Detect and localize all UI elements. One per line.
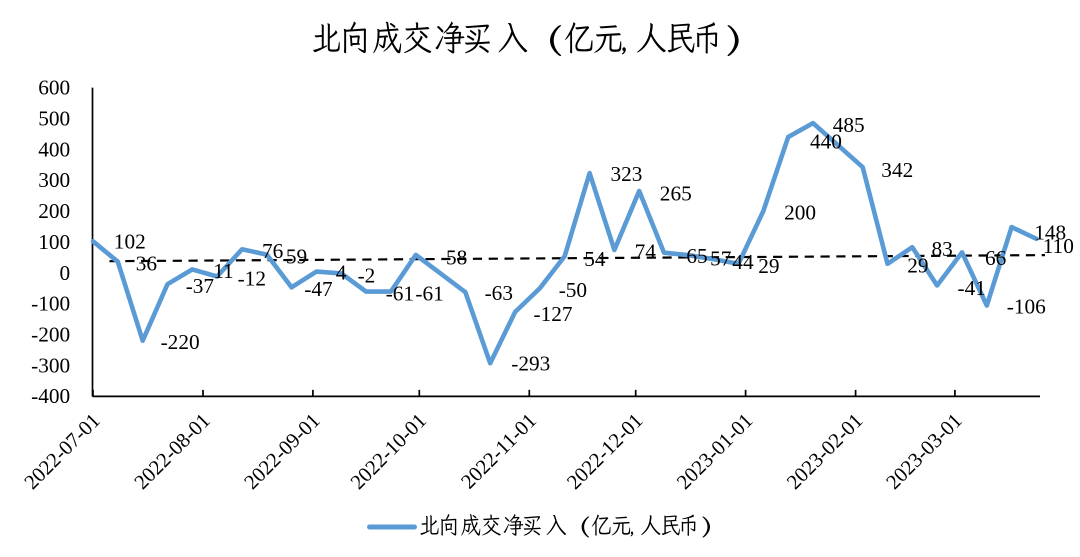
svg-text:110: 110 bbox=[1043, 234, 1074, 258]
svg-text:59: 59 bbox=[286, 244, 307, 268]
svg-text:44: 44 bbox=[732, 250, 754, 274]
svg-text:65: 65 bbox=[686, 244, 707, 268]
svg-text:-293: -293 bbox=[511, 352, 550, 376]
svg-text:300: 300 bbox=[38, 168, 70, 192]
svg-text:342: 342 bbox=[881, 158, 913, 182]
svg-text:600: 600 bbox=[38, 76, 70, 100]
svg-text:-12: -12 bbox=[238, 267, 266, 291]
svg-text:54: 54 bbox=[584, 247, 606, 271]
svg-text:-100: -100 bbox=[31, 292, 70, 316]
svg-text:57: 57 bbox=[710, 246, 732, 270]
svg-text:500: 500 bbox=[38, 106, 70, 130]
svg-text:100: 100 bbox=[38, 230, 70, 254]
svg-text:-127: -127 bbox=[534, 302, 573, 326]
svg-text:440: 440 bbox=[810, 129, 842, 153]
svg-text:66: 66 bbox=[985, 246, 1007, 270]
svg-text:-41: -41 bbox=[958, 276, 986, 300]
svg-text:-47: -47 bbox=[304, 277, 333, 301]
svg-text:-2: -2 bbox=[358, 264, 376, 288]
svg-text:323: 323 bbox=[611, 162, 643, 186]
svg-text:200: 200 bbox=[784, 201, 816, 225]
svg-text:102: 102 bbox=[114, 230, 146, 254]
svg-text:11: 11 bbox=[213, 259, 234, 283]
svg-text:29: 29 bbox=[758, 254, 779, 278]
svg-text:0: 0 bbox=[60, 261, 71, 285]
svg-text:4: 4 bbox=[336, 261, 347, 285]
svg-text:-400: -400 bbox=[31, 384, 70, 408]
svg-text:-37: -37 bbox=[186, 274, 215, 298]
svg-text:-63: -63 bbox=[485, 281, 513, 305]
svg-text:76: 76 bbox=[262, 239, 284, 263]
svg-text:-106: -106 bbox=[1007, 295, 1046, 319]
svg-text:148: 148 bbox=[1034, 221, 1066, 245]
svg-text:29: 29 bbox=[907, 253, 928, 277]
svg-text:200: 200 bbox=[38, 199, 70, 223]
svg-text:-200: -200 bbox=[31, 323, 70, 347]
svg-text:-50: -50 bbox=[559, 278, 587, 302]
svg-text:265: 265 bbox=[660, 182, 692, 206]
svg-text:36: 36 bbox=[136, 252, 158, 276]
svg-text:83: 83 bbox=[932, 237, 953, 261]
svg-text:58: 58 bbox=[446, 246, 467, 270]
svg-text:-220: -220 bbox=[161, 330, 200, 354]
svg-text:400: 400 bbox=[38, 137, 70, 161]
svg-text:-61: -61 bbox=[415, 281, 443, 305]
svg-text:74: 74 bbox=[635, 240, 657, 264]
svg-text:485: 485 bbox=[833, 113, 865, 137]
svg-text:-300: -300 bbox=[31, 353, 70, 377]
svg-text:-61: -61 bbox=[386, 281, 414, 305]
